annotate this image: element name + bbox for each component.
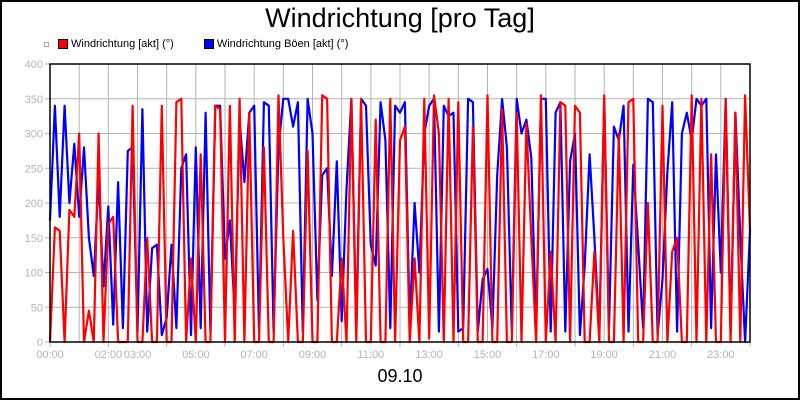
legend: Windrichtung [akt] (°) Windrichtung Böen… bbox=[44, 38, 378, 50]
plot-border bbox=[49, 63, 751, 343]
legend-label: Windrichtung Böen [akt] (°) bbox=[216, 38, 349, 50]
x-tick-label: 03:00 bbox=[124, 349, 152, 361]
x-tick-label: 02:00 bbox=[95, 349, 123, 361]
x-tick-label: 19:00 bbox=[590, 349, 618, 361]
y-tick-label: 200 bbox=[25, 198, 43, 210]
y-tick-label: 50 bbox=[31, 302, 43, 314]
y-tick-label: 400 bbox=[25, 59, 43, 71]
x-tick-label: 23:00 bbox=[707, 349, 735, 361]
x-tick-label: 09:00 bbox=[299, 349, 327, 361]
x-tick-label: 21:00 bbox=[649, 349, 677, 361]
legend-toggle-icon[interactable] bbox=[44, 41, 49, 47]
y-tick-label: 300 bbox=[25, 129, 43, 141]
legend-swatch-blue-icon bbox=[203, 39, 214, 49]
x-tick-label: 11:00 bbox=[357, 349, 384, 361]
legend-swatch-red-icon bbox=[58, 39, 68, 49]
y-tick-label: 250 bbox=[25, 163, 43, 175]
y-tick-label: 0 bbox=[37, 337, 43, 349]
y-tick-label: 100 bbox=[25, 268, 43, 280]
y-tick-label: 150 bbox=[25, 233, 43, 245]
x-tick-label: 05:00 bbox=[182, 349, 210, 361]
legend-item-windrichtung-boeen[interactable]: Windrichtung Böen [akt] (°) bbox=[203, 38, 349, 50]
x-tick-label: 15:00 bbox=[474, 349, 502, 361]
legend-item-windrichtung[interactable]: Windrichtung [akt] (°) bbox=[58, 38, 174, 50]
x-tick-label: 17:00 bbox=[532, 349, 560, 361]
x-tick-label: 07:00 bbox=[240, 349, 268, 361]
x-tick-label: 13:00 bbox=[415, 349, 443, 361]
x-axis-date-label: 09.10 bbox=[377, 366, 423, 386]
y-tick-label: 350 bbox=[25, 94, 43, 106]
x-tick-label: 00:00 bbox=[36, 349, 64, 361]
chart-title: Windrichtung [pro Tag] bbox=[265, 3, 535, 33]
legend-label: Windrichtung [akt] (°) bbox=[71, 38, 174, 50]
